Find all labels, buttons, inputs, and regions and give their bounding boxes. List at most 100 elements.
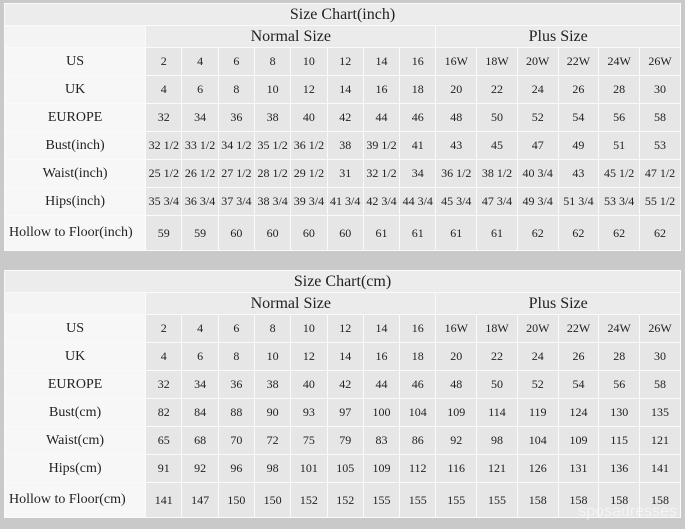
size-cell: 25 1/2 [145,159,183,188]
size-cell: 10 [253,75,292,104]
size-cell: 41 [399,131,437,160]
table-row: US 2 4 6 8 10 12 14 16 16W 18W 20W 22W 24W 26W [3,47,681,76]
size-cell: 27 1/2 [217,159,256,188]
table-row: Bust(cm) 82 84 88 90 93 97 100 104 109 114 119 124 13… [3,398,681,427]
row-label: UK [3,342,147,371]
size-cell: 158 [598,482,641,518]
size-chart-cm: Size Chart(cm) Normal Size Plus Size US 2 4 6 8… [3,270,681,518]
size-cell: 53 [639,131,681,160]
size-cell: 56 [598,103,640,132]
size-cell: 55 1/2 [639,187,681,216]
table-row: UK 4 6 8 10 12 14 16 18 20 22 24 26 28 30 [3,342,681,371]
size-cell: 8 [217,342,256,371]
size-cell: 33 1/2 [181,131,219,160]
size-cell: 10 [253,342,292,371]
size-cell: 101 [290,454,328,483]
size-cell: 131 [557,454,600,483]
size-cell: 35 1/2 [253,131,292,160]
size-cell: 96 [217,454,256,483]
size-cell: 34 [181,370,219,399]
size-cell: 152 [326,482,364,518]
size-cell: 79 [326,426,364,455]
size-cell: 50 [476,370,518,399]
size-cell: 34 [399,159,437,188]
size-cell: 46 [399,103,437,132]
size-cell: 30 [639,75,681,104]
size-cell: 22 [476,342,518,371]
size-cell: 36 [217,103,256,132]
size-cell: 4 [145,342,183,371]
row-label: UK [3,75,147,104]
size-chart-inch: Size Chart(inch) Normal Size Plus Size US 2 4… [3,3,681,251]
table-row: Waist(cm) 65 68 70 72 75 79 83 86 92 98 104 109 115 12… [3,426,681,455]
size-cell: 16 [362,75,401,104]
size-cell: 22W [557,47,600,76]
size-cell: 70 [217,426,256,455]
size-cell: 51 3/4 [557,187,600,216]
size-cell: 93 [290,398,328,427]
size-cell: 75 [290,426,328,455]
size-cell: 2 [145,314,183,343]
size-cell: 141 [639,454,681,483]
size-cell: 130 [598,398,641,427]
blank-cell [3,292,147,315]
watermark: sposadresses [578,503,677,520]
size-cell: 158 [557,482,600,518]
table-row: Waist(inch) 25 1/2 26 1/2 27 1/2 28 1/2 29 1/… [3,159,681,188]
size-cell: 44 [362,103,401,132]
size-cell: 34 1/2 [217,131,256,160]
size-cell: 59 [181,215,219,251]
size-cell: 155 [362,482,401,518]
size-cell: 32 [145,370,183,399]
size-cell: 150 [253,482,292,518]
size-cell: 20W [516,314,559,343]
size-cell: 26W [639,47,681,76]
size-cell: 42 3/4 [362,187,401,216]
size-cell: 60 [253,215,292,251]
size-cell: 24W [598,47,640,76]
group-plus-size: Plus Size [435,25,681,48]
table-row: EUROPE 32 34 36 38 40 42 44 46 48 50 52 54 56 58 [3,370,681,399]
size-cell: 38 [253,370,292,399]
size-cell: 32 [145,103,183,132]
size-cell: 58 [639,103,681,132]
size-cell: 46 [399,370,437,399]
size-cell: 37 3/4 [217,187,256,216]
size-cell: 112 [399,454,437,483]
size-cell: 41 3/4 [326,187,364,216]
size-cell: 20 [435,75,478,104]
size-cell: 135 [639,398,681,427]
size-cell: 150 [217,482,256,518]
size-cell: 92 [435,426,478,455]
size-cell: 48 [435,103,478,132]
size-cell: 155 [435,482,478,518]
size-cell: 40 3/4 [516,159,559,188]
size-cell: 24W [598,314,641,343]
size-cell: 26 1/2 [181,159,219,188]
size-cell: 47 [516,131,559,160]
size-cell: 82 [145,398,183,427]
size-cell: 68 [181,426,219,455]
size-cell: 47 3/4 [476,187,518,216]
size-cell: 92 [181,454,219,483]
size-cell: 24 [516,342,559,371]
table-title: Size Chart(inch) [4,3,681,26]
size-cell: 10 [290,47,328,76]
size-cell: 8 [253,314,292,343]
size-cell: 20W [516,47,559,76]
size-cell: 8 [253,47,292,76]
row-label: EUROPE [3,370,147,399]
size-cell: 116 [435,454,478,483]
size-cell: 54 [557,103,600,132]
size-cell: 121 [476,454,518,483]
size-cell: 18 [399,75,437,104]
size-cell: 52 [516,370,559,399]
size-cell: 141 [145,482,183,518]
table-row: EUROPE 32 34 36 38 40 42 44 46 48 50 52 54 56 58 [3,103,681,132]
size-cell: 61 [476,215,518,251]
size-cell: 155 [476,482,518,518]
size-cell: 53 3/4 [598,187,640,216]
size-cell: 34 [181,103,219,132]
size-cell: 100 [362,398,401,427]
size-cell: 42 [326,103,364,132]
